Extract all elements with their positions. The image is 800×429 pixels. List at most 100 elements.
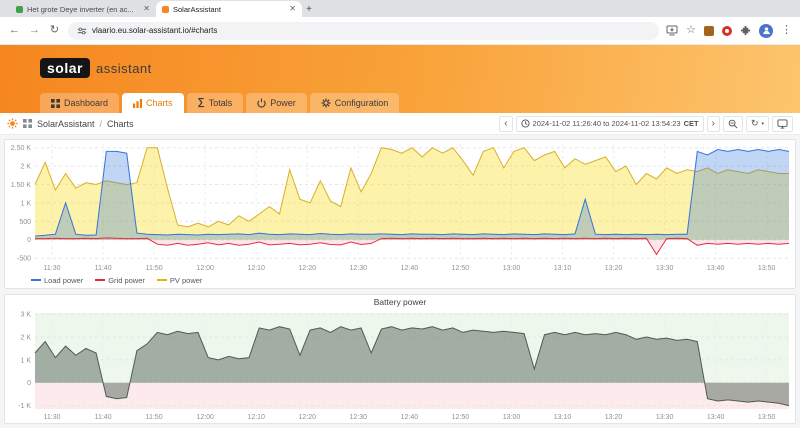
new-tab-button[interactable]: + xyxy=(302,2,316,17)
svg-text:12:30: 12:30 xyxy=(350,414,368,421)
legend-item[interactable]: Load power xyxy=(31,276,83,285)
svg-text:1.50 K: 1.50 K xyxy=(11,182,32,189)
monitor-icon xyxy=(777,119,788,129)
svg-text:12:20: 12:20 xyxy=(299,414,317,421)
tab-power[interactable]: Power xyxy=(246,93,307,113)
browser-tabstrip: Het grote Deye inverter (en ac... ✕ Sola… xyxy=(0,0,800,17)
time-range-button[interactable]: 2024-11-02 11:26:40 to 2024-11-02 13:54:… xyxy=(516,116,704,132)
battery-chart-plot[interactable]: 11:3011:4011:5012:0012:1012:2012:3012:40… xyxy=(5,309,795,421)
zoom-out-button[interactable] xyxy=(723,116,743,132)
legend-marker xyxy=(95,279,105,281)
browser-menu-icon[interactable]: ⋮ xyxy=(781,25,792,36)
tab-close-icon[interactable]: ✕ xyxy=(143,5,150,13)
svg-text:13:50: 13:50 xyxy=(758,265,776,272)
bookmark-star-icon[interactable]: ☆ xyxy=(686,25,696,36)
svg-text:3 K: 3 K xyxy=(20,312,31,319)
tab-dashboard[interactable]: Dashboard xyxy=(40,93,119,113)
tab-configuration[interactable]: Configuration xyxy=(310,93,400,113)
timezone-label: CET xyxy=(684,119,699,128)
svg-text:12:20: 12:20 xyxy=(299,265,317,272)
svg-text:-500: -500 xyxy=(17,256,31,263)
tab-label: Charts xyxy=(146,98,173,108)
legend-label: PV power xyxy=(170,276,203,285)
svg-text:11:50: 11:50 xyxy=(146,265,163,272)
svg-text:13:20: 13:20 xyxy=(605,414,623,421)
svg-text:12:40: 12:40 xyxy=(401,265,419,272)
svg-text:11:30: 11:30 xyxy=(44,414,61,421)
logo-primary: solar xyxy=(40,58,90,78)
charts-icon xyxy=(133,99,142,108)
tab-label: Configuration xyxy=(335,98,389,108)
svg-text:2 K: 2 K xyxy=(20,164,31,171)
tab-close-icon[interactable]: ✕ xyxy=(289,5,296,13)
kiosk-mode-button[interactable] xyxy=(772,116,793,132)
svg-text:13:00: 13:00 xyxy=(503,414,521,421)
logo-secondary: assistant xyxy=(96,61,152,76)
refresh-button[interactable]: ↻▾ xyxy=(746,116,769,132)
site-header: solar assistant Dashboard Charts ∑ Total… xyxy=(0,45,800,113)
svg-text:12:00: 12:00 xyxy=(196,265,214,272)
svg-text:500: 500 xyxy=(19,219,31,226)
tab-label: Totals xyxy=(209,98,233,108)
extension-icon-1[interactable] xyxy=(704,26,714,36)
breadcrumb-page: Charts xyxy=(107,119,134,129)
tab-label: Power xyxy=(270,98,296,108)
breadcrumb-bar: SolarAssistant / Charts ‹ 2024-11-02 11:… xyxy=(0,113,800,135)
legend-label: Load power xyxy=(44,276,83,285)
tab-label: Dashboard xyxy=(64,98,108,108)
browser-window: Het grote Deye inverter (en ac... ✕ Sola… xyxy=(0,0,800,429)
time-controls: ‹ 2024-11-02 11:26:40 to 2024-11-02 13:5… xyxy=(499,116,793,132)
address-bar[interactable]: vlaario.eu.solar-assistant.io/#charts xyxy=(68,22,659,40)
time-shift-back-button[interactable]: ‹ xyxy=(499,116,512,132)
svg-text:13:20: 13:20 xyxy=(605,265,623,272)
breadcrumb-app[interactable]: SolarAssistant xyxy=(37,119,95,129)
reload-icon[interactable]: ↻ xyxy=(48,25,61,36)
chevron-down-icon: ▾ xyxy=(761,121,764,127)
back-icon[interactable]: ← xyxy=(8,25,21,36)
legend-item[interactable]: Grid power xyxy=(95,276,145,285)
legend-item[interactable]: PV power xyxy=(157,276,203,285)
gear-icon xyxy=(321,98,331,108)
site-info-icon[interactable] xyxy=(77,26,87,36)
svg-text:-1 K: -1 K xyxy=(18,403,31,410)
svg-text:12:40: 12:40 xyxy=(401,414,419,421)
svg-text:13:50: 13:50 xyxy=(758,414,776,421)
browser-tab-inactive[interactable]: Het grote Deye inverter (en ac... ✕ xyxy=(10,1,156,17)
tab-charts[interactable]: Charts xyxy=(122,93,184,113)
legend-label: Grid power xyxy=(108,276,145,285)
svg-text:13:30: 13:30 xyxy=(656,265,674,272)
tab-totals[interactable]: ∑ Totals xyxy=(187,93,244,113)
extensions-puzzle-icon[interactable] xyxy=(740,25,751,36)
profile-avatar[interactable] xyxy=(759,24,773,38)
browser-toolbar: ← → ↻ vlaario.eu.solar-assistant.io/#cha… xyxy=(0,17,800,45)
tab-favicon xyxy=(16,6,23,13)
browser-tab-active[interactable]: SolarAssistant ✕ xyxy=(156,1,302,17)
forward-icon[interactable]: → xyxy=(28,25,41,36)
toolbar-actions: ☆ ⋮ xyxy=(666,24,792,38)
svg-text:13:30: 13:30 xyxy=(656,414,674,421)
svg-text:13:40: 13:40 xyxy=(707,414,725,421)
svg-text:13:10: 13:10 xyxy=(554,265,572,272)
power-chart-panel: 11:3011:4011:5012:0012:1012:2012:3012:40… xyxy=(4,139,796,289)
legend-marker xyxy=(157,279,167,281)
power-icon xyxy=(257,98,266,108)
clock-icon xyxy=(521,119,530,128)
svg-text:0: 0 xyxy=(27,380,31,387)
time-range-text: 2024-11-02 11:26:40 to 2024-11-02 13:54:… xyxy=(533,119,681,128)
power-chart-plot[interactable]: 11:3011:4011:5012:0012:1012:2012:3012:40… xyxy=(5,140,795,272)
power-chart-legend: Load power Grid power PV power xyxy=(5,272,795,288)
svg-text:13:10: 13:10 xyxy=(554,414,572,421)
battery-chart-title: Battery power xyxy=(5,295,795,309)
svg-text:11:40: 11:40 xyxy=(95,265,112,272)
extension-icon-2[interactable] xyxy=(722,26,732,36)
solarassistant-logo: solar assistant xyxy=(40,58,152,78)
dashboard-icon xyxy=(51,99,60,108)
zoom-out-icon xyxy=(728,119,738,129)
person-icon xyxy=(762,26,771,35)
install-app-icon[interactable] xyxy=(666,25,678,36)
svg-text:11:40: 11:40 xyxy=(95,414,112,421)
svg-text:12:10: 12:10 xyxy=(247,265,265,272)
sigma-icon: ∑ xyxy=(198,98,205,108)
svg-text:2.50 K: 2.50 K xyxy=(11,145,32,152)
time-shift-forward-button[interactable]: › xyxy=(707,116,720,132)
